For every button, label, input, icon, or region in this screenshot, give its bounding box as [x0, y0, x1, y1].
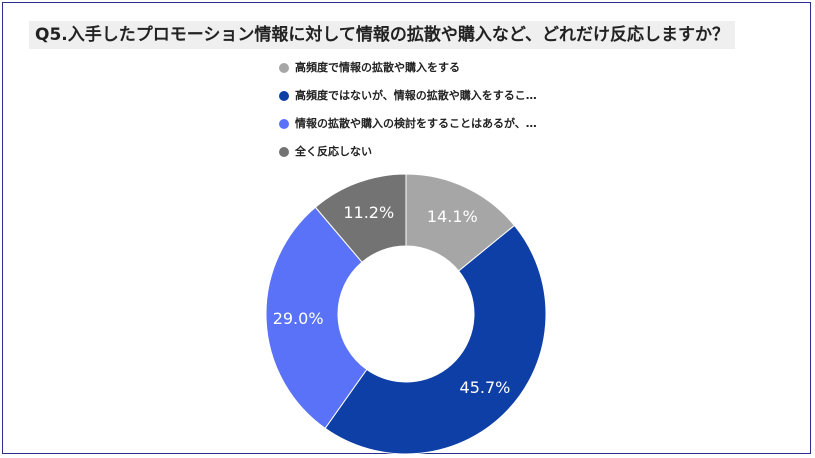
slice-label-0: 14.1%: [427, 207, 478, 226]
chart-frame: Q5.入手したプロモーション情報に対して情報の拡散や購入など、どれだけ反応します…: [2, 2, 811, 454]
legend-label-0: 高頻度で情報の拡散や購入をする: [295, 61, 460, 74]
legend-dot-3: [279, 147, 289, 157]
legend-label-2: 情報の拡散や購入の検討をすることはあるが、…: [295, 117, 537, 130]
slice-label-3: 11.2%: [343, 203, 394, 222]
slice-label-1: 45.7%: [460, 378, 511, 397]
donut-slice-2: [265, 206, 368, 429]
donut-slice-3: [314, 173, 407, 263]
legend-label-3: 全く反応しない: [295, 145, 372, 158]
donut-slice-1: [324, 224, 547, 455]
legend-dot-0: [279, 63, 289, 73]
chart-title: Q5.入手したプロモーション情報に対して情報の拡散や購入など、どれだけ反応します…: [29, 21, 736, 49]
legend-dot-2: [279, 119, 289, 129]
legend-label-1: 高頻度ではないが、情報の拡散や購入をするこ…: [295, 89, 537, 102]
legend-dot-1: [279, 91, 289, 101]
slice-label-2: 29.0%: [273, 309, 324, 328]
